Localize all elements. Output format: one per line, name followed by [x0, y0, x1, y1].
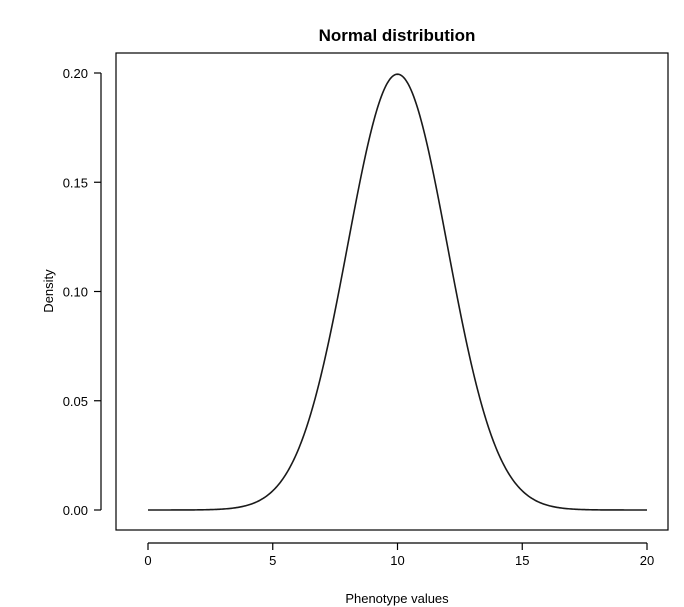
y-tick-label-1: 0.05 — [63, 394, 88, 409]
chart-title: Normal distribution — [319, 26, 476, 45]
x-tick-label-2: 10 — [390, 553, 404, 568]
plot-frame — [115, 52, 669, 531]
x-tick-label-0: 0 — [144, 553, 151, 568]
x-axis-label: Phenotype values — [345, 591, 449, 606]
y-tick-label-2: 0.10 — [63, 285, 88, 300]
y-axis-label: Density — [41, 269, 56, 313]
y-tick-label-4: 0.20 — [63, 66, 88, 81]
density-curve — [148, 73, 647, 511]
x-tick-label-4: 20 — [640, 553, 654, 568]
x-tick-label-1: 5 — [269, 553, 276, 568]
x-tick-label-3: 15 — [515, 553, 529, 568]
y-tick-label-3: 0.15 — [63, 175, 88, 190]
x-axis-ticks: 0 5 10 15 20 — [144, 543, 654, 568]
y-tick-label-0: 0.00 — [63, 503, 88, 518]
y-axis-ticks: 0.00 0.05 0.10 0.15 0.20 — [63, 66, 101, 518]
